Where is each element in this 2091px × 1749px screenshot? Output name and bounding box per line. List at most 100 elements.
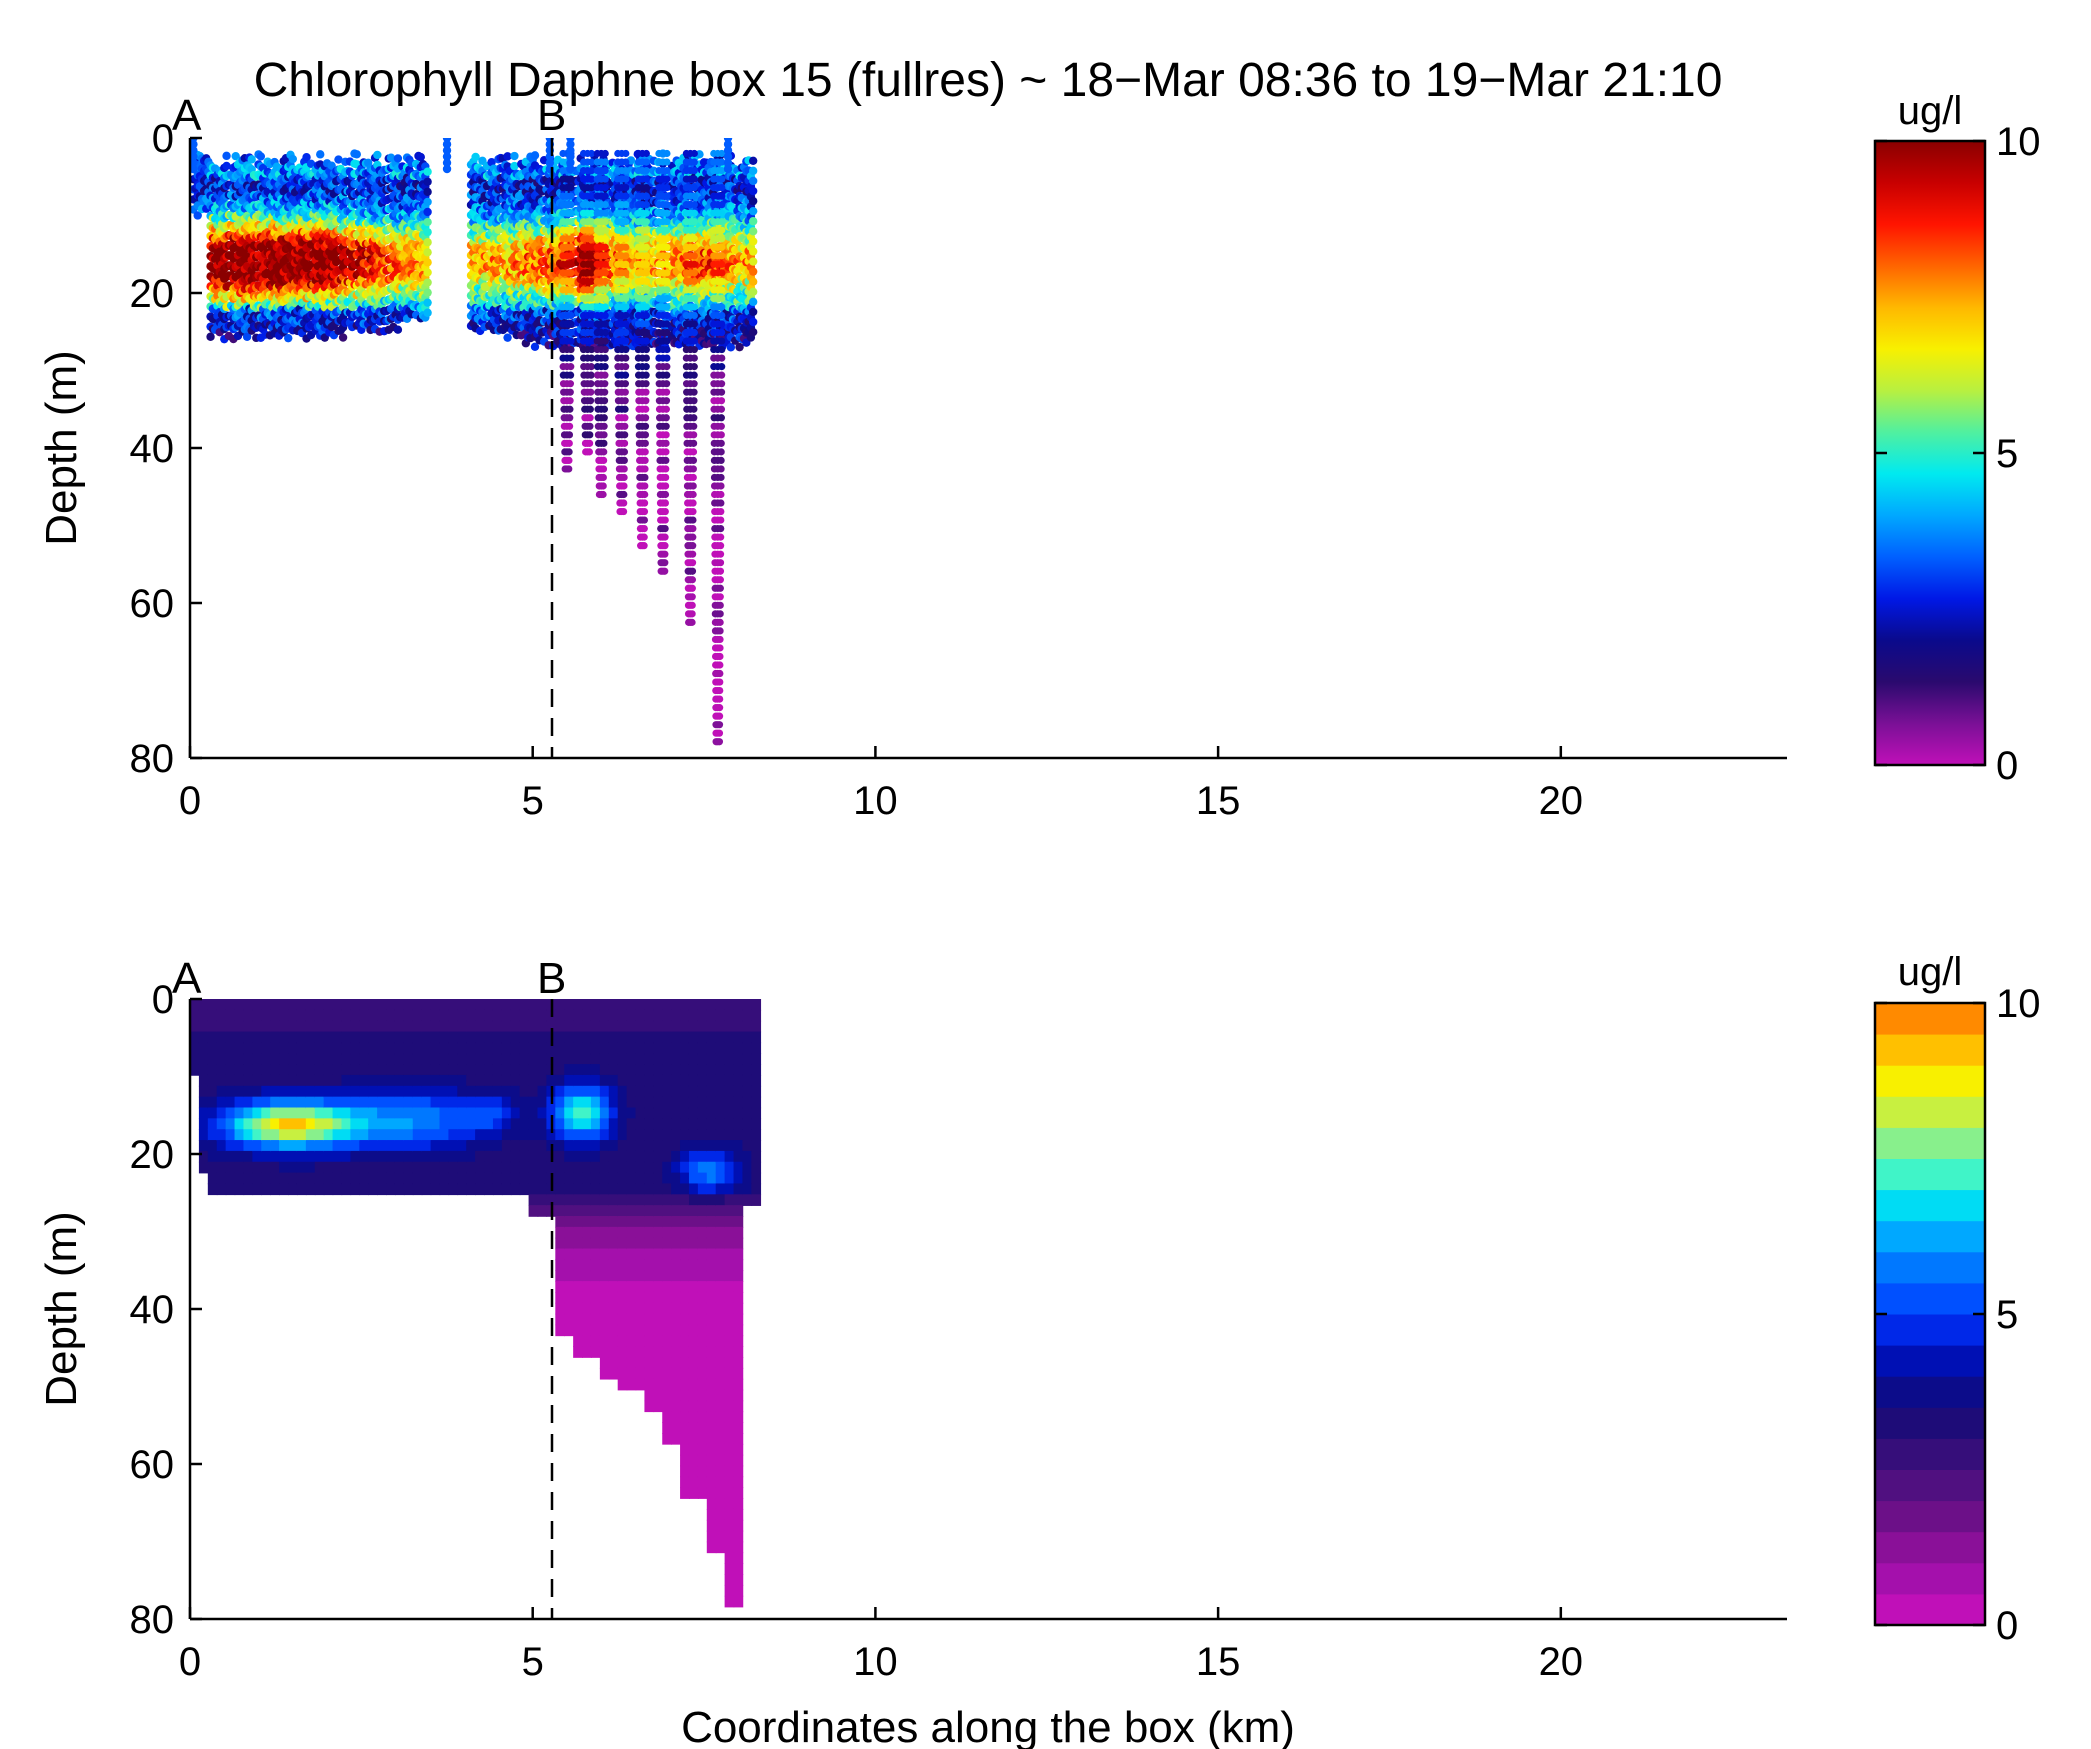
scatter-point	[620, 448, 629, 456]
scatter-point	[622, 328, 630, 337]
scatter-point	[622, 286, 630, 294]
scatter-point	[642, 345, 650, 354]
scatter-point	[642, 320, 650, 328]
scatter-point	[288, 154, 298, 164]
scatter-point	[601, 149, 609, 158]
scatter-point	[642, 209, 650, 217]
scatter-point	[689, 490, 697, 499]
scatter-point	[662, 439, 670, 447]
scatter-point	[565, 431, 574, 439]
scatter-point	[642, 175, 650, 183]
scatter-point	[641, 473, 649, 482]
scatter-point	[690, 158, 698, 166]
scatter-point	[622, 226, 630, 234]
scatter-point	[566, 397, 574, 405]
scatter-point	[690, 337, 698, 345]
scatter-point	[567, 192, 575, 200]
scatter-point	[393, 154, 403, 163]
scatter-point	[567, 345, 575, 354]
scatter-point	[748, 227, 758, 236]
scatter-point	[601, 201, 609, 209]
scatter-point	[565, 448, 573, 456]
scatter-point	[690, 345, 698, 354]
scatter-point	[718, 226, 726, 234]
scatter-point	[748, 327, 758, 337]
scatter-point	[718, 337, 726, 345]
scatter-point	[601, 337, 609, 345]
scatter-point	[688, 584, 696, 592]
scatter-point	[690, 397, 698, 405]
scatter-point	[585, 448, 593, 456]
scatter-point	[601, 363, 609, 371]
scatter-point	[641, 422, 650, 430]
scatter-point	[601, 218, 609, 226]
scatter-point	[622, 166, 630, 175]
scatter-point	[661, 507, 669, 516]
scatter-point	[423, 197, 432, 207]
scatter-point	[423, 238, 432, 247]
scatter-point	[662, 473, 670, 482]
scatter-point	[690, 311, 698, 320]
scatter-point	[567, 218, 575, 226]
scatter-point	[599, 473, 607, 482]
scatter-point	[717, 380, 726, 388]
scatter-point	[587, 363, 595, 371]
scatter-point	[600, 448, 608, 456]
scatter-point	[622, 209, 630, 217]
scatter-point	[640, 542, 648, 550]
scatter-point	[663, 209, 671, 217]
scatter-point	[222, 161, 231, 171]
scatter-point	[586, 414, 594, 422]
scatter-point	[587, 388, 595, 396]
scatter-point	[622, 252, 630, 260]
scatter-point	[622, 311, 630, 320]
scatter-point	[689, 542, 697, 550]
scatter-point	[641, 490, 649, 499]
scatter-point	[642, 363, 650, 371]
scatter-point	[642, 286, 650, 294]
scatter-point	[620, 473, 628, 482]
scatter-point	[718, 209, 726, 217]
scatter-point	[423, 258, 432, 267]
scatter-point	[642, 397, 650, 405]
scatter-point	[567, 184, 575, 192]
scatter-point	[640, 507, 649, 516]
scatter-point	[662, 405, 670, 413]
scatter-point	[586, 431, 594, 439]
scatter-point	[718, 184, 726, 192]
scatter-point	[718, 286, 726, 294]
scatter-point	[689, 448, 698, 456]
scatter-point	[587, 380, 595, 388]
scatter-point	[567, 286, 575, 294]
scatter-point	[600, 414, 608, 422]
scatter-point	[423, 207, 432, 217]
scatter-point	[689, 439, 698, 447]
scatter-point	[663, 192, 671, 200]
scatter-point	[642, 380, 650, 388]
scatter-point	[316, 150, 325, 159]
scatter-point	[567, 260, 575, 268]
scatter-point	[302, 152, 311, 162]
scatter-point	[567, 311, 575, 320]
scatter-point	[663, 337, 671, 345]
scatter-point	[688, 576, 697, 584]
scatter-point	[600, 405, 609, 413]
scatter-point	[748, 237, 758, 246]
scatter-point	[565, 465, 573, 473]
scatter-point	[622, 149, 630, 158]
scatter-point	[247, 155, 256, 164]
scatter-point	[566, 388, 574, 396]
scatter-point	[718, 218, 726, 226]
scatter-point	[661, 516, 669, 524]
scatter-point	[663, 166, 671, 175]
scatter-point	[690, 226, 698, 234]
scatter-point	[600, 439, 608, 447]
scatter-point	[622, 260, 630, 268]
scatter-point	[566, 380, 575, 388]
scatter-point	[601, 166, 609, 175]
scatter-point	[510, 151, 519, 161]
scatter-point	[334, 155, 343, 164]
scatter-point	[621, 371, 630, 379]
scatter-point	[718, 235, 726, 243]
scatter-point	[661, 550, 669, 558]
